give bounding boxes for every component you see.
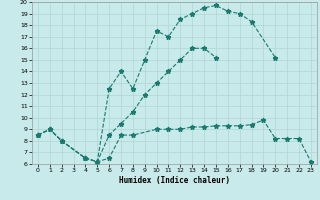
X-axis label: Humidex (Indice chaleur): Humidex (Indice chaleur) <box>119 176 230 185</box>
